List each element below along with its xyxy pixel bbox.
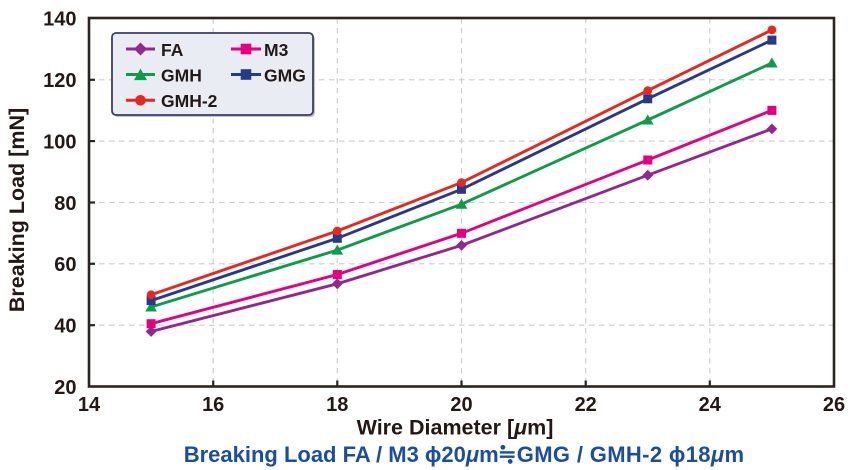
svg-text:Wire Diameter [μm]: Wire Diameter [μm] [357, 416, 554, 440]
svg-text:20: 20 [450, 394, 472, 416]
svg-text:60: 60 [54, 254, 76, 276]
svg-text:40: 40 [54, 316, 76, 338]
svg-text:GMG: GMG [264, 65, 306, 85]
svg-text:26: 26 [823, 394, 845, 416]
svg-text:16: 16 [202, 394, 224, 416]
svg-text:GMG / GMH-2 ϕ18μm: GMG / GMH-2 ϕ18μm [517, 442, 745, 467]
svg-text:M3: M3 [264, 40, 289, 60]
svg-text:120: 120 [43, 70, 76, 92]
svg-text:14: 14 [78, 394, 101, 416]
svg-text:20: 20 [54, 377, 76, 399]
svg-text:100: 100 [43, 131, 76, 153]
svg-text:140: 140 [43, 8, 76, 30]
svg-text:Breaking Load FA / M3 ϕ20μm: Breaking Load FA / M3 ϕ20μm [184, 442, 499, 467]
svg-text:FA: FA [161, 40, 184, 60]
svg-text:18: 18 [326, 394, 348, 416]
svg-text:GMH-2: GMH-2 [161, 91, 218, 111]
svg-text:GMH: GMH [161, 65, 202, 85]
svg-text:Breaking Load [mN]: Breaking Load [mN] [5, 108, 29, 312]
svg-text:80: 80 [54, 193, 76, 215]
svg-text:22: 22 [575, 394, 597, 416]
svg-text:24: 24 [699, 394, 722, 416]
